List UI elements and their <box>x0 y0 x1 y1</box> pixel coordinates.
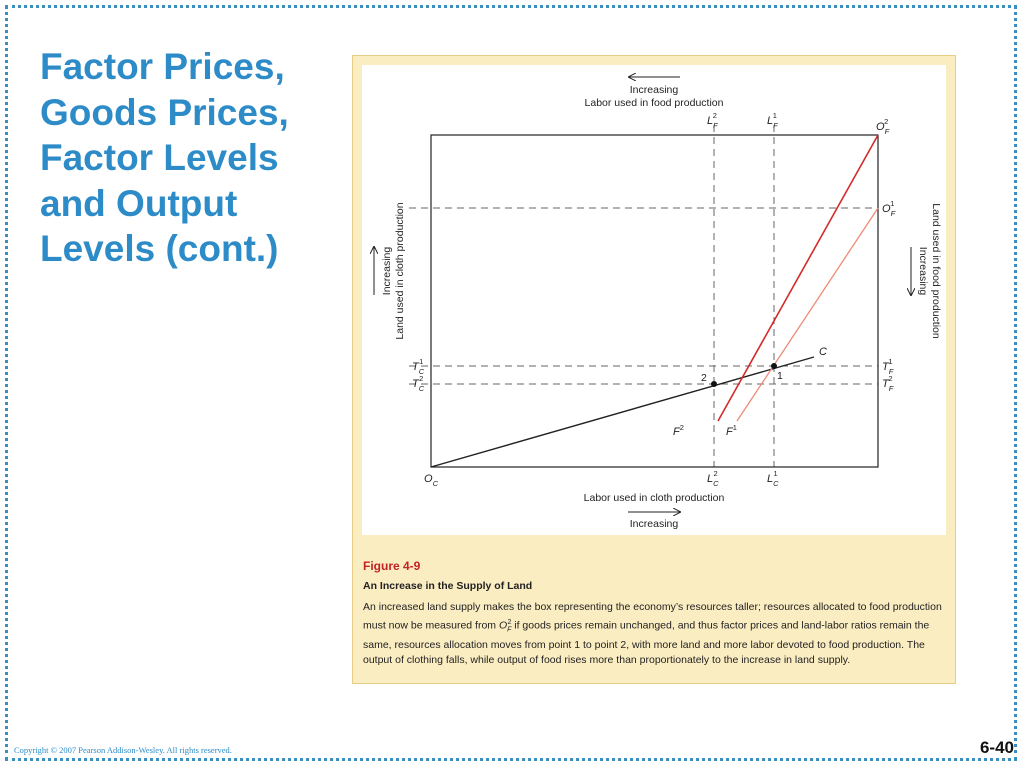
figure-caption: Figure 4-9 An Increase in the Supply of … <box>363 559 943 668</box>
label-tc2: TC2 <box>412 374 425 393</box>
guide-lines <box>409 125 878 467</box>
title-line: Factor Levels <box>40 137 279 178</box>
resource-box <box>430 134 879 468</box>
figure-title: An Increase in the Supply of Land <box>363 580 533 592</box>
point-1-label: 1 <box>777 370 783 382</box>
label-lc2: LC2 <box>707 469 719 488</box>
top-increasing-label: Increasing <box>630 84 679 96</box>
right-axis-label: Land used in food production <box>930 203 942 339</box>
food-expansion-path-f2 <box>717 134 879 422</box>
left-axis-label: Land used in cloth production <box>394 202 406 339</box>
label-c: C <box>819 346 827 358</box>
figure-description: An increased land supply makes the box r… <box>363 601 942 667</box>
cloth-expansion-path-c <box>430 356 815 468</box>
label-f2: F2 <box>673 423 684 438</box>
title-line: Factor Prices, <box>40 46 285 87</box>
copyright-notice: Copyright © 2007 Pearson Addison-Wesley.… <box>14 745 232 755</box>
slide-title: Factor Prices, Goods Prices, Factor Leve… <box>40 44 340 272</box>
figure-panel: Increasing Labor used in food production… <box>352 55 956 684</box>
bottom-increasing-label: Increasing <box>630 518 679 530</box>
diagram-svg: Increasing Labor used in food production… <box>362 65 942 530</box>
label-of2: OF2 <box>876 117 890 136</box>
point-2-marker <box>711 381 717 387</box>
label-tc1: TC1 <box>412 357 425 376</box>
slide-number: 6-40 <box>979 738 1014 757</box>
title-line: and Output <box>40 182 238 224</box>
bottom-axis-label: Labor used in cloth production <box>584 492 725 504</box>
label-tf1: TF1 <box>882 357 894 376</box>
left-axis-caption: Increasing Land used in cloth production <box>374 202 406 340</box>
point-2-label: 2 <box>701 372 707 384</box>
label-tf2: TF2 <box>882 374 894 393</box>
edgeworth-box-diagram: Increasing Labor used in food production… <box>362 65 946 535</box>
label-f1: F1 <box>726 423 737 438</box>
top-axis-label: Labor used in food production <box>585 97 724 109</box>
label-oc: OC <box>424 473 439 488</box>
label-lf2: LF2 <box>707 111 718 130</box>
figure-number: Figure 4-9 <box>363 559 421 573</box>
slide-border <box>5 5 1017 761</box>
title-line: Levels (cont.) <box>40 228 279 269</box>
label-lf1: LF1 <box>767 111 778 130</box>
label-of1: OF1 <box>882 199 896 218</box>
right-increasing-label: Increasing <box>917 247 929 296</box>
right-axis-caption: Land used in food production Increasing <box>911 203 942 339</box>
left-increasing-label: Increasing <box>381 247 393 296</box>
title-line: Goods Prices, <box>40 91 289 133</box>
point-1-marker <box>771 363 777 369</box>
food-expansion-path-f1 <box>736 207 879 422</box>
label-lc1: LC1 <box>767 469 779 488</box>
